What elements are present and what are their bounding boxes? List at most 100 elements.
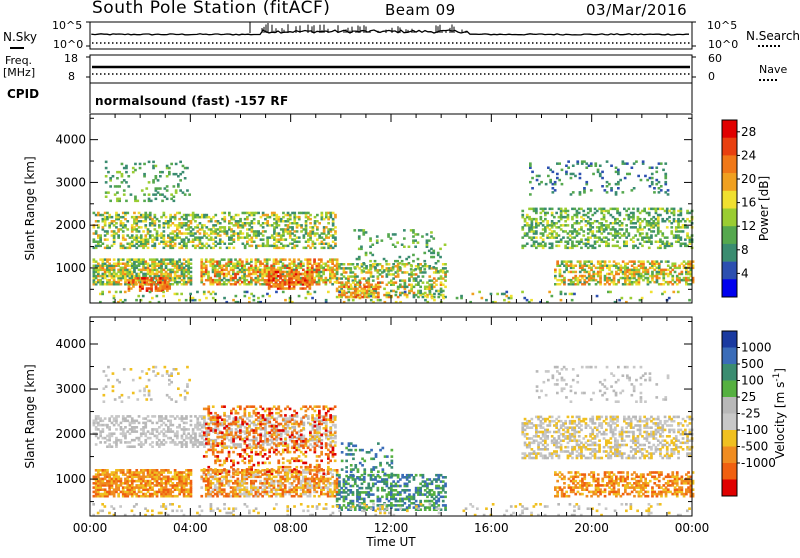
data-cell — [661, 241, 664, 244]
data-cell — [349, 267, 352, 270]
data-cell — [612, 216, 615, 219]
data-cell — [114, 193, 117, 196]
data-cell — [253, 222, 256, 225]
data-cell — [192, 245, 195, 248]
data-cell — [278, 238, 281, 241]
data-cell — [266, 486, 269, 489]
data-cell — [555, 232, 558, 235]
data-cell — [172, 245, 175, 248]
data-cell — [273, 243, 276, 246]
data-cell — [429, 291, 432, 294]
data-cell — [608, 183, 611, 186]
data-cell — [246, 486, 249, 489]
data-cell — [631, 281, 634, 284]
data-cell — [552, 171, 555, 174]
data-cell — [135, 265, 138, 268]
data-cell — [277, 267, 280, 270]
data-cell — [205, 265, 208, 268]
data-cell — [403, 246, 406, 249]
data-cell — [377, 299, 380, 302]
data-cell — [117, 228, 120, 231]
data-cell — [144, 469, 147, 472]
data-cell — [406, 286, 409, 289]
data-cell — [662, 283, 665, 286]
data-cell — [279, 275, 282, 278]
data-cell — [152, 179, 155, 182]
data-cell — [655, 171, 658, 174]
data-cell — [321, 232, 324, 235]
data-cell — [376, 239, 379, 242]
data-cell — [594, 162, 597, 165]
data-cell — [183, 267, 186, 270]
data-cell — [526, 222, 529, 225]
data-cell — [270, 285, 273, 288]
data-cell — [230, 480, 233, 483]
data-cell — [242, 232, 245, 235]
data-cell — [164, 277, 167, 280]
data-cell — [97, 220, 100, 223]
data-cell — [648, 212, 651, 215]
data-cell — [306, 281, 309, 284]
data-cell — [208, 220, 211, 223]
data-cell — [325, 234, 328, 237]
data-cell — [587, 228, 590, 231]
data-cell — [291, 226, 294, 229]
data-cell — [126, 220, 129, 223]
data-cell — [129, 265, 132, 268]
data-cell — [305, 212, 308, 215]
data-cell — [651, 173, 654, 176]
data-cell — [93, 495, 96, 498]
data-cell — [641, 297, 644, 300]
data-cell — [115, 291, 118, 294]
data-cell — [314, 247, 317, 250]
data-cell — [107, 191, 110, 194]
data-cell — [219, 226, 222, 229]
data-cell — [176, 281, 179, 284]
data-cell — [124, 473, 127, 476]
data-cell — [284, 299, 287, 302]
data-cell — [431, 284, 434, 287]
data-cell — [336, 281, 339, 284]
data-cell — [118, 171, 121, 174]
data-cell — [234, 263, 237, 266]
data-cell — [667, 193, 670, 196]
data-cell — [117, 484, 120, 487]
data-cell — [325, 212, 328, 215]
data-cell — [316, 220, 319, 223]
data-cell — [359, 286, 362, 289]
data-cell — [126, 212, 129, 215]
data-cell — [129, 236, 132, 239]
data-cell — [144, 224, 147, 227]
data-cell — [105, 175, 108, 178]
data-cell — [105, 161, 108, 164]
data-cell — [149, 265, 152, 268]
data-cell — [390, 290, 393, 293]
data-cell — [113, 263, 116, 266]
data-cell — [278, 247, 281, 250]
data-cell — [167, 220, 170, 223]
data-cell — [576, 160, 579, 163]
data-cell — [624, 263, 627, 266]
data-cell — [108, 263, 111, 266]
data-cell — [553, 222, 556, 225]
data-cell — [555, 222, 558, 225]
data-cell — [674, 271, 677, 274]
data-cell — [144, 476, 147, 479]
data-cell — [93, 265, 96, 268]
data-cell — [151, 218, 154, 221]
data-cell — [135, 484, 138, 487]
data-cell — [133, 212, 136, 215]
data-cell — [209, 491, 212, 494]
data-cell — [209, 480, 212, 483]
data-cell — [253, 299, 256, 302]
data-cell — [235, 295, 238, 298]
data-cell — [151, 486, 154, 489]
data-cell — [225, 263, 228, 266]
data-cell — [208, 245, 211, 248]
data-cell — [628, 214, 631, 217]
data-cell — [173, 185, 176, 188]
data-cell — [223, 281, 226, 284]
data-cell — [628, 232, 631, 235]
data-cell — [140, 269, 143, 272]
data-cell — [199, 232, 202, 235]
